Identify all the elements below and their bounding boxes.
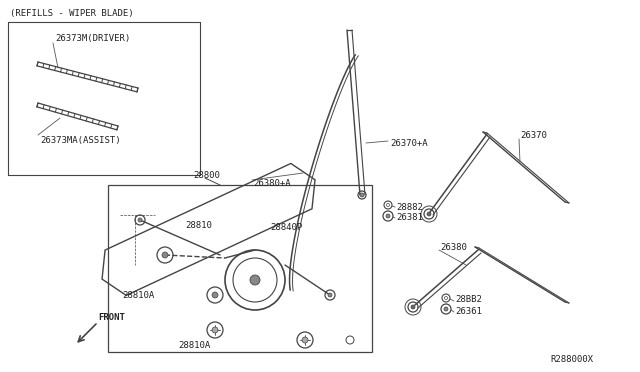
Text: 26380: 26380 xyxy=(440,244,467,253)
Circle shape xyxy=(411,305,415,309)
Text: (REFILLS - WIPER BLADE): (REFILLS - WIPER BLADE) xyxy=(10,9,134,18)
Text: 26361: 26361 xyxy=(455,307,482,315)
Circle shape xyxy=(212,327,218,333)
Text: 26370+A: 26370+A xyxy=(390,138,428,148)
Text: 28810: 28810 xyxy=(185,221,212,230)
Bar xyxy=(108,185,372,352)
Circle shape xyxy=(212,292,218,298)
Text: 26373MA(ASSIST): 26373MA(ASSIST) xyxy=(40,135,120,144)
Circle shape xyxy=(360,193,364,197)
Text: 28810A: 28810A xyxy=(122,291,154,299)
Text: 28BB2: 28BB2 xyxy=(455,295,482,305)
Text: 28810A: 28810A xyxy=(178,340,211,350)
Circle shape xyxy=(386,214,390,218)
Text: 28882: 28882 xyxy=(396,203,423,212)
Circle shape xyxy=(138,218,142,222)
Text: 26380+A: 26380+A xyxy=(253,179,291,187)
Circle shape xyxy=(162,252,168,258)
Circle shape xyxy=(302,337,308,343)
Circle shape xyxy=(427,212,431,216)
Text: FRONT: FRONT xyxy=(98,314,125,323)
Text: 28800: 28800 xyxy=(193,170,220,180)
Circle shape xyxy=(444,307,448,311)
Text: 26370: 26370 xyxy=(520,131,547,141)
Text: 26373M(DRIVER): 26373M(DRIVER) xyxy=(55,33,131,42)
Text: 26381: 26381 xyxy=(396,214,423,222)
Text: R288000X: R288000X xyxy=(550,356,593,365)
Circle shape xyxy=(250,275,260,285)
Circle shape xyxy=(328,293,332,297)
Text: 28840P: 28840P xyxy=(270,224,302,232)
